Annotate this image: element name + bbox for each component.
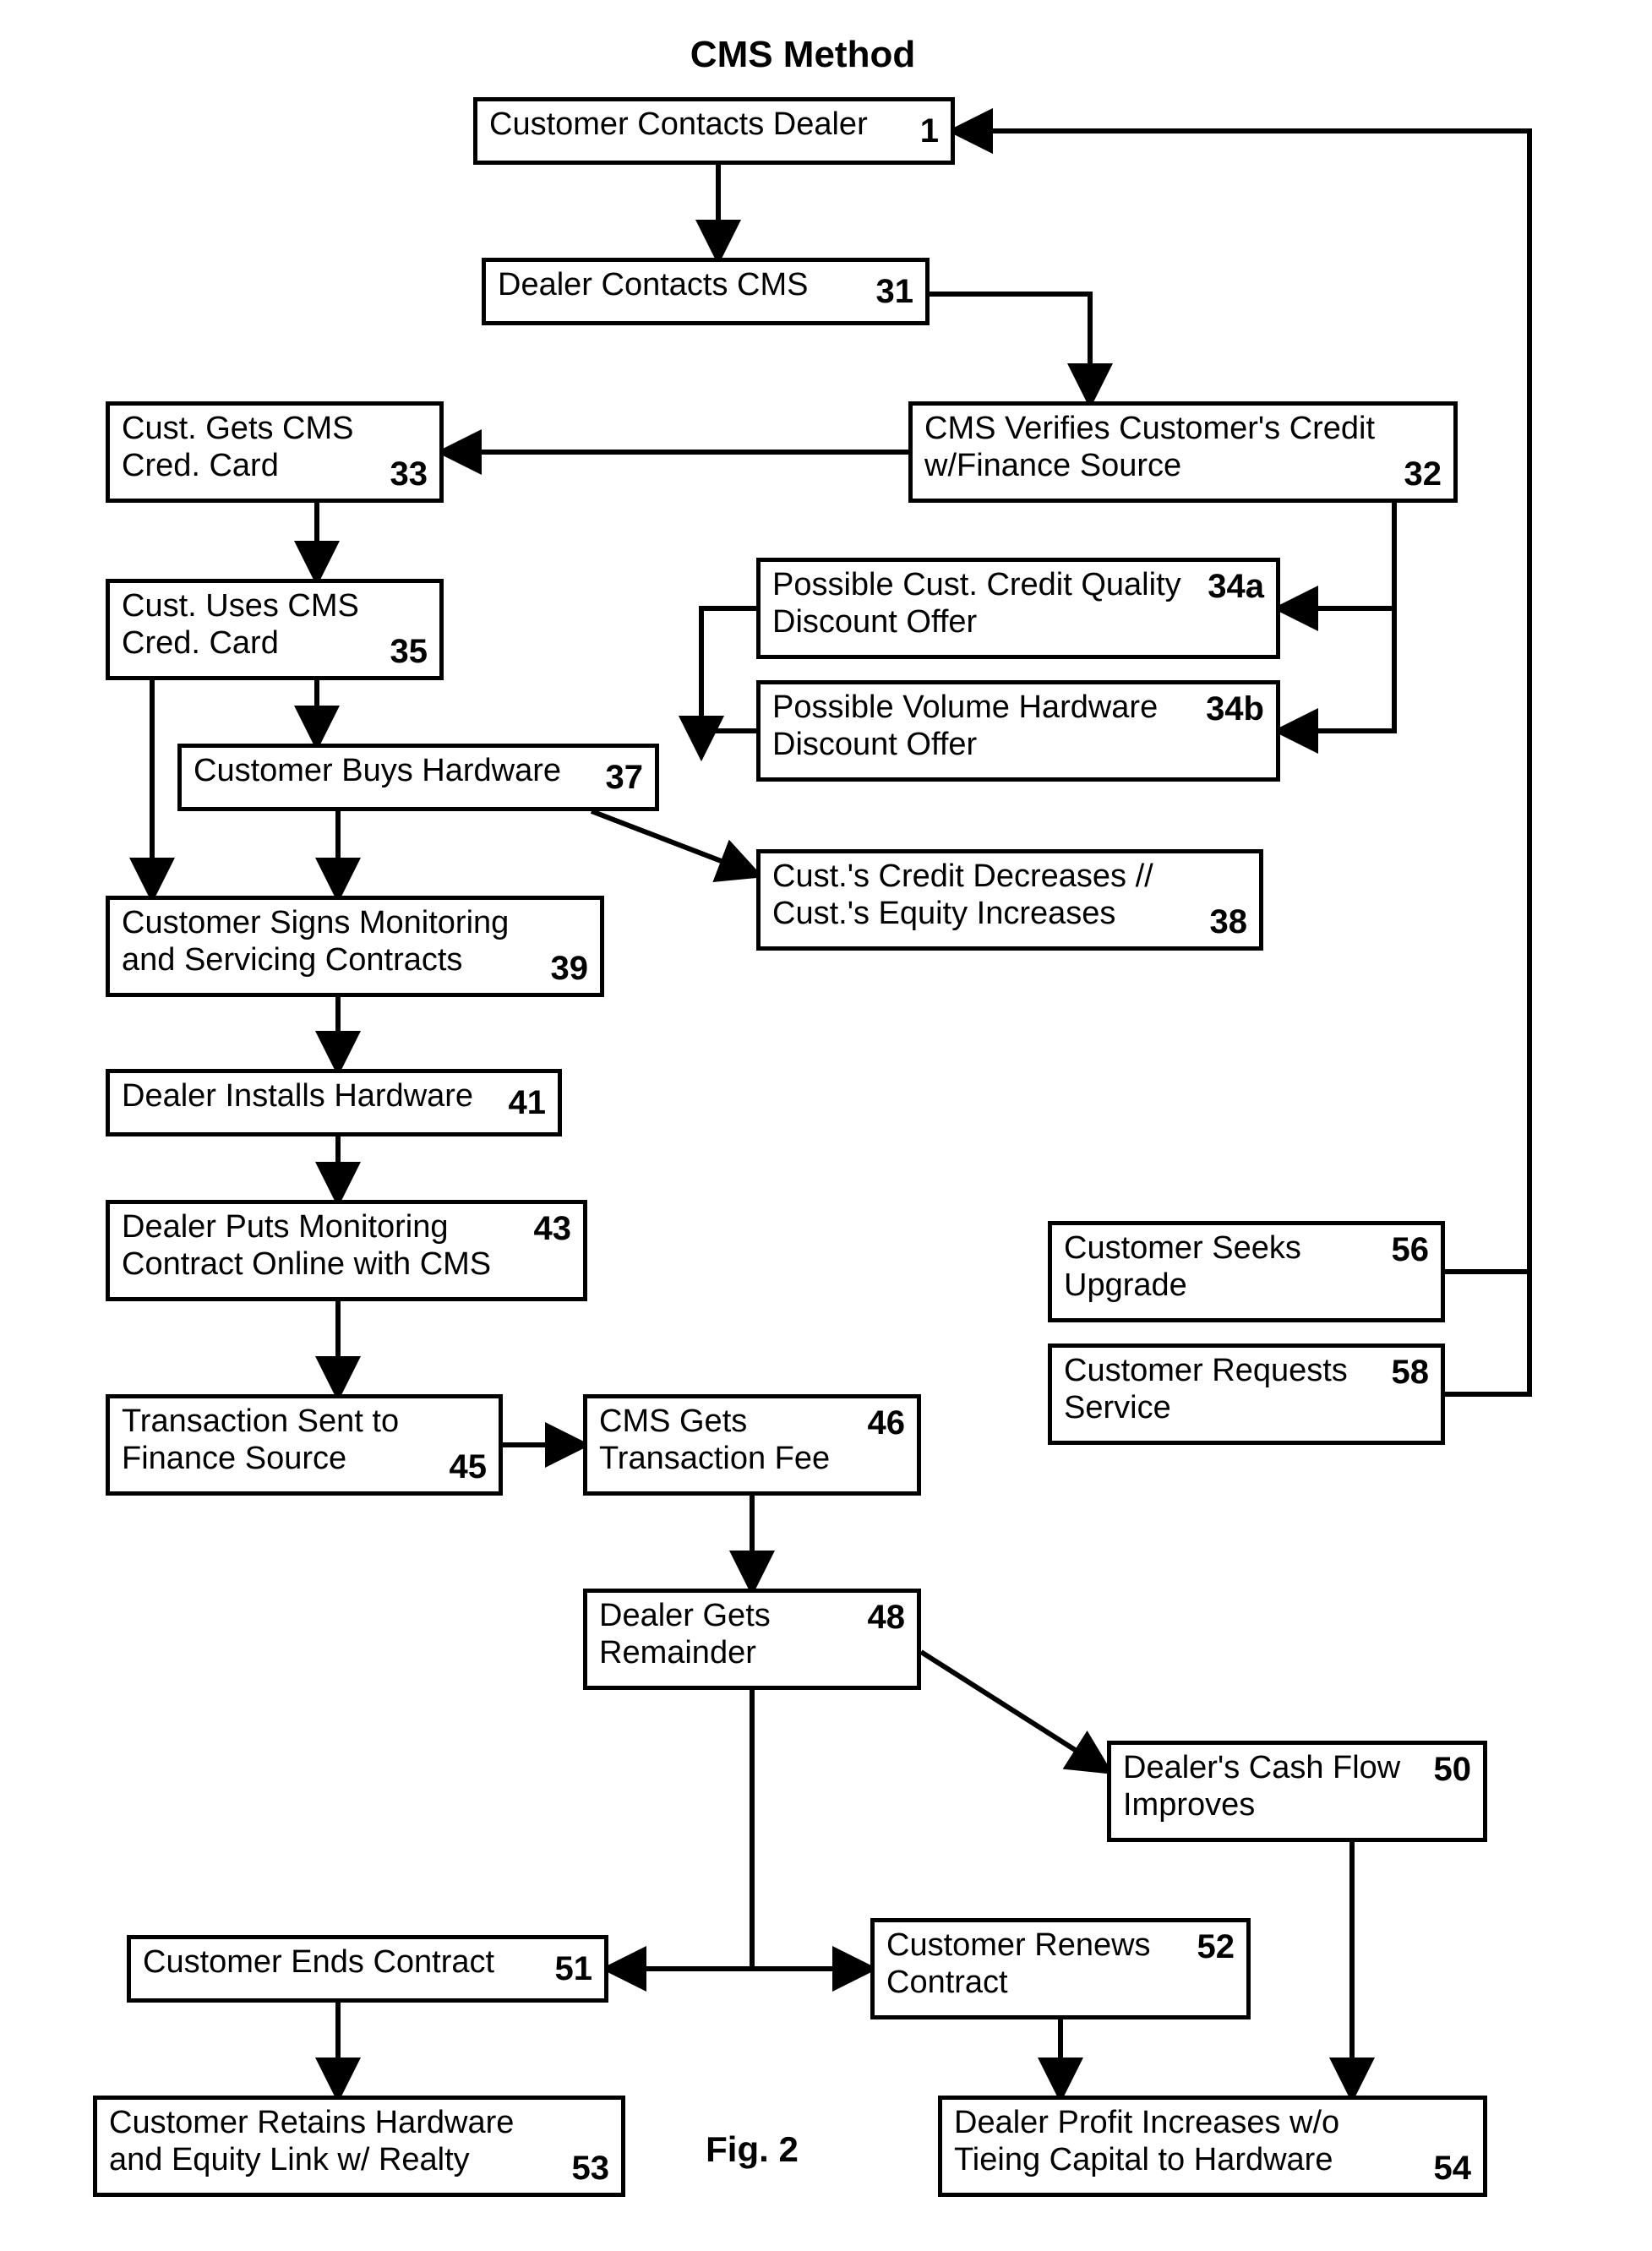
node-label: Possible Volume Hardware Discount Offer — [772, 689, 1196, 763]
flow-node-n35: Cust. Uses CMS Cred. Card 35 — [106, 579, 444, 680]
node-number: 31 — [876, 272, 914, 311]
flow-node-n32: CMS Verifies Customer's Credit w/Finance… — [908, 401, 1458, 503]
node-number: 33 — [390, 455, 428, 493]
node-label: Dealer Puts Monitoring Contract Online w… — [122, 1209, 524, 1283]
node-label: Customer Seeks Upgrade — [1064, 1230, 1382, 1304]
edge-n32-n34b — [1280, 503, 1394, 731]
diagram-title: CMS Method — [592, 34, 1014, 76]
flow-node-n39: Customer Signs Monitoring and Servicing … — [106, 896, 604, 997]
flow-node-n33: Cust. Gets CMS Cred. Card 33 — [106, 401, 444, 503]
flow-node-n50: Dealer's Cash Flow Improves 50 — [1107, 1741, 1487, 1842]
node-label: Dealer Installs Hardware — [122, 1078, 499, 1115]
node-number: 48 — [868, 1598, 906, 1637]
edge-n34b-n37 — [701, 731, 756, 754]
node-label: Dealer Gets Remainder — [599, 1598, 858, 1671]
node-number: 35 — [390, 632, 428, 671]
node-label: Customer Ends Contract — [143, 1944, 545, 1981]
node-label: Dealer Contacts CMS — [498, 267, 866, 304]
flow-node-n34a: Possible Cust. Credit Quality Discount O… — [756, 558, 1280, 659]
edge-n48-n52 — [752, 1690, 870, 1969]
flow-node-n31: Dealer Contacts CMS 31 — [482, 258, 930, 325]
edge-n31-n32 — [930, 294, 1090, 401]
node-number: 58 — [1392, 1353, 1430, 1392]
flow-node-n43: Dealer Puts Monitoring Contract Online w… — [106, 1200, 587, 1301]
node-number: 43 — [534, 1209, 572, 1248]
node-label: Cust. Uses CMS Cred. Card — [122, 588, 380, 662]
node-label: Dealer's Cash Flow Improves — [1123, 1750, 1424, 1823]
node-label: Dealer Profit Increases w/o Tieing Capit… — [954, 2105, 1424, 2178]
edge-n34a-n37 — [701, 608, 756, 754]
flow-node-n56: Customer Seeks Upgrade 56 — [1048, 1221, 1445, 1322]
node-label: Customer Requests Service — [1064, 1353, 1382, 1426]
node-number: 53 — [572, 2149, 610, 2188]
node-label: CMS Verifies Customer's Credit w/Finance… — [924, 411, 1394, 484]
flow-node-n52: Customer Renews Contract 52 — [870, 1918, 1251, 2019]
node-label: Cust.'s Credit Decreases // Cust.'s Equi… — [772, 858, 1200, 932]
node-label: Cust. Gets CMS Cred. Card — [122, 411, 380, 484]
node-number: 34a — [1208, 567, 1264, 606]
node-number: 41 — [509, 1083, 547, 1122]
node-label: Customer Buys Hardware — [194, 753, 596, 790]
flow-node-n37: Customer Buys Hardware 37 — [177, 744, 659, 811]
node-number: 46 — [868, 1403, 906, 1442]
node-number: 50 — [1434, 1750, 1472, 1789]
flow-node-n1: Customer Contacts Dealer 1 — [473, 97, 955, 165]
node-number: 51 — [555, 1949, 593, 1988]
flow-node-n53: Customer Retains Hardware and Equity Lin… — [93, 2096, 625, 2197]
figure-label: Fig. 2 — [668, 2129, 837, 2170]
flow-node-n58: Customer Requests Service 58 — [1048, 1344, 1445, 1445]
node-number: 1 — [920, 112, 939, 150]
flow-node-n41: Dealer Installs Hardware 41 — [106, 1069, 562, 1136]
node-number: 37 — [606, 758, 644, 797]
node-label: Customer Contacts Dealer — [489, 106, 910, 144]
node-label: CMS Gets Transaction Fee — [599, 1403, 858, 1477]
node-number: 39 — [551, 949, 589, 988]
flow-node-n46: CMS Gets Transaction Fee 46 — [583, 1394, 921, 1496]
flow-node-n45: Transaction Sent to Finance Source 45 — [106, 1394, 503, 1496]
node-label: Customer Signs Monitoring and Servicing … — [122, 905, 541, 978]
flow-node-n48: Dealer Gets Remainder 48 — [583, 1589, 921, 1690]
edge-n37-n38 — [592, 811, 756, 875]
node-label: Customer Renews Contract — [886, 1927, 1187, 2001]
node-number: 45 — [450, 1447, 488, 1486]
node-number: 34b — [1206, 689, 1264, 728]
edge-n32-n34a — [1280, 503, 1394, 608]
edge-n48-n50 — [921, 1652, 1107, 1770]
flow-node-n51: Customer Ends Contract 51 — [127, 1935, 608, 2003]
node-number: 54 — [1434, 2149, 1472, 2188]
flow-node-n34b: Possible Volume Hardware Discount Offer 3… — [756, 680, 1280, 782]
edge-n48-n51 — [608, 1690, 752, 1969]
node-number: 56 — [1392, 1230, 1430, 1269]
node-label: Transaction Sent to Finance Source — [122, 1403, 439, 1477]
node-label: Customer Retains Hardware and Equity Lin… — [109, 2105, 562, 2178]
node-number: 38 — [1210, 902, 1248, 941]
flow-node-n38: Cust.'s Credit Decreases // Cust.'s Equi… — [756, 849, 1263, 951]
flow-node-n54: Dealer Profit Increases w/o Tieing Capit… — [938, 2096, 1487, 2197]
node-label: Possible Cust. Credit Quality Discount O… — [772, 567, 1197, 640]
node-number: 52 — [1197, 1927, 1235, 1966]
node-number: 32 — [1404, 455, 1442, 493]
